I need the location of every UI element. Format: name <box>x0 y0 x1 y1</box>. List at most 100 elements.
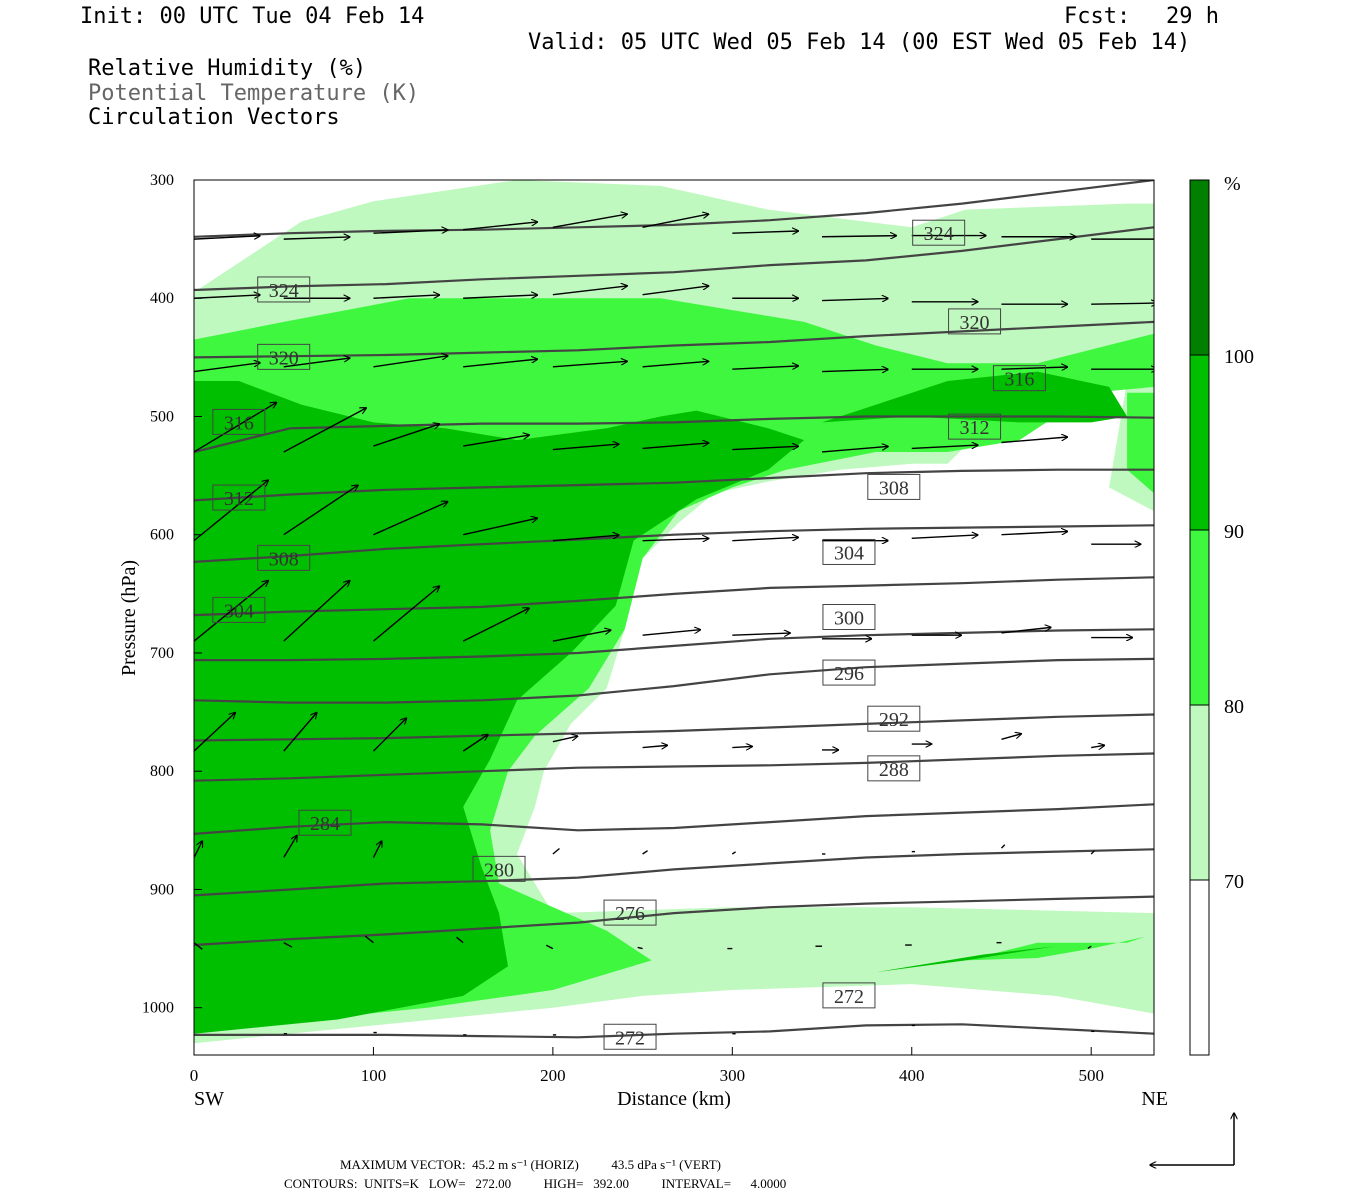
contour-label: 312 <box>960 417 990 439</box>
x-tick-label: 400 <box>899 1066 925 1085</box>
circulation-vector <box>552 847 560 855</box>
circulation-vector <box>1000 844 1006 849</box>
circulation-vector <box>642 538 709 540</box>
theta-contour-316 <box>194 320 1154 359</box>
y-tick-label: 1000 <box>142 1000 174 1017</box>
axis-layer: 300 400 500 600 700 800 900 1000 0 100 200 300 400 50… <box>142 172 1104 1085</box>
contour-label: 308 <box>879 477 909 499</box>
circulation-vector <box>637 946 643 950</box>
contour-label-layer: 324 324 320 320 316 316 312 312 308 308 304 304 300 2… <box>212 219 1046 1050</box>
circulation-vector <box>1001 367 1067 369</box>
contour-label-box <box>992 365 1046 392</box>
circulation-vector <box>1091 745 1104 747</box>
contour-label: 284 <box>310 813 340 835</box>
circulation-vector <box>373 356 447 368</box>
contour-label-box <box>257 276 311 303</box>
circulation-vector <box>1001 734 1021 740</box>
circulation-vector <box>372 718 406 752</box>
contour-label: 324 <box>269 280 299 302</box>
circulation-vector <box>1001 627 1051 634</box>
rh-90-100-region <box>875 946 1056 973</box>
colorbar-segment <box>1189 529 1210 706</box>
axes-orientation-icon <box>1150 1113 1234 1165</box>
theta-contour-272 <box>194 895 1154 947</box>
circulation-vector <box>1091 303 1154 304</box>
x-tick-label: 300 <box>720 1066 746 1085</box>
y-tick-label: 800 <box>150 763 174 780</box>
y-axis-title: Pressure (hPa) <box>118 560 140 676</box>
field-theta-label: Potential Temperature (K) <box>88 81 420 106</box>
contour-label-box <box>603 899 657 926</box>
theta-contour-296 <box>194 628 1154 662</box>
circulation-vector <box>911 535 978 539</box>
theta-contour-324 <box>194 180 1154 238</box>
circulation-vector <box>732 746 752 747</box>
circulation-vector <box>552 361 627 368</box>
circulation-vector <box>373 295 439 299</box>
circulation-vector <box>642 361 709 368</box>
circulation-vector <box>283 358 350 368</box>
contour-label-box <box>912 219 966 246</box>
circulation-vector <box>194 236 260 240</box>
x-tick-label: 500 <box>1078 1066 1104 1085</box>
circulation-vector <box>462 608 529 642</box>
circulation-vector <box>194 402 277 453</box>
contour-label: 296 <box>834 663 864 685</box>
theta-contour-280 <box>194 803 1154 835</box>
plot-frame <box>193 179 1155 1056</box>
contour-label-box <box>212 408 266 435</box>
circulation-vector <box>1001 437 1067 444</box>
x-tick-label: 200 <box>540 1066 566 1085</box>
circulation-vector <box>463 518 537 536</box>
colorbar: 100 90 80 70 <box>1189 179 1254 1056</box>
theta-contour-272 <box>194 1023 1154 1039</box>
circulation-vector <box>283 713 317 752</box>
contour-label: 320 <box>269 347 299 369</box>
contour-label: 280 <box>484 859 514 881</box>
colorbar-label: 90 <box>1224 521 1244 543</box>
circulation-vector <box>373 502 447 536</box>
contour-label: 320 <box>960 312 990 334</box>
contour-label: 312 <box>224 488 254 510</box>
contour-label: 316 <box>1004 369 1034 391</box>
contour-label: 304 <box>834 542 864 564</box>
contour-label-box <box>603 1023 657 1050</box>
circulation-vector <box>1087 945 1092 949</box>
x-right-label: NE <box>1141 1088 1168 1110</box>
circulation-vector <box>283 237 350 239</box>
circulation-vector <box>194 713 235 752</box>
theta-contour-276 <box>194 848 1154 897</box>
footer-contours: CONTOURS: UNITS=K LOW= 272.00 HIGH= 392.… <box>284 1176 787 1191</box>
theta-contour-288 <box>194 713 1154 742</box>
contour-label-box <box>822 982 876 1009</box>
x-left-label: SW <box>194 1088 224 1110</box>
circulation-vector <box>372 841 381 858</box>
colorbar-label: 70 <box>1224 871 1244 893</box>
colorbar-segment <box>1189 354 1210 531</box>
contour-label-box <box>212 596 266 623</box>
theta-contour-292 <box>194 657 1154 704</box>
colorbar-segment <box>1189 179 1210 356</box>
colorbar-unit: % <box>1224 173 1241 195</box>
theta-contour-304 <box>194 524 1154 563</box>
circulation-vector <box>642 850 648 855</box>
theta-contour-320 <box>194 226 1154 292</box>
circulation-vector <box>822 298 888 300</box>
theta-contour-312 <box>194 415 1154 454</box>
circulation-vector <box>552 630 611 642</box>
field-rh-label: Relative Humidity (%) <box>88 56 367 81</box>
circulation-vector <box>463 222 537 231</box>
contour-label-box <box>948 308 1002 335</box>
contour-label-box <box>822 604 876 630</box>
rh-90-100-region <box>194 381 805 1034</box>
circulation-vector <box>456 936 464 944</box>
y-tick-label: 300 <box>150 172 174 189</box>
circulation-vector <box>552 535 619 542</box>
circulation-vector <box>194 581 268 642</box>
circulation-vector <box>821 446 888 453</box>
valid-time: Valid: 05 UTC Wed 05 Feb 14 (00 EST Wed … <box>528 30 1191 55</box>
circulation-vector <box>463 435 529 447</box>
contour-label: 308 <box>269 548 299 570</box>
colorbar-label: 100 <box>1224 346 1254 368</box>
